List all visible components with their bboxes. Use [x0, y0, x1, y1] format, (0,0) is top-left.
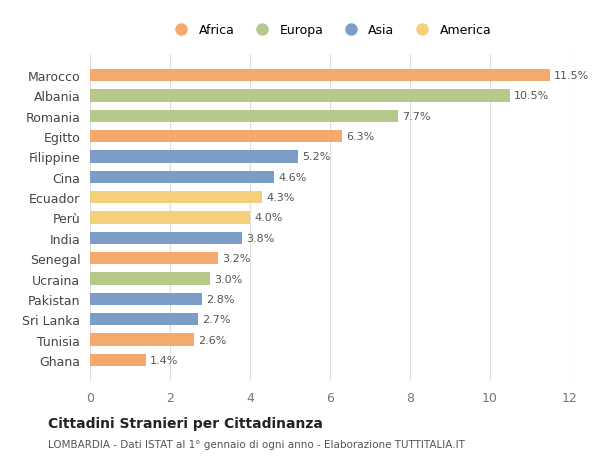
Text: LOMBARDIA - Dati ISTAT al 1° gennaio di ogni anno - Elaborazione TUTTITALIA.IT: LOMBARDIA - Dati ISTAT al 1° gennaio di …	[48, 440, 465, 449]
Text: 2.7%: 2.7%	[202, 314, 230, 325]
Text: 7.7%: 7.7%	[402, 112, 431, 122]
Bar	[90, 151, 298, 163]
Bar	[90, 334, 194, 346]
Text: 3.2%: 3.2%	[222, 254, 250, 263]
Bar	[90, 131, 342, 143]
Bar	[90, 192, 262, 204]
Bar	[90, 212, 250, 224]
Bar	[90, 111, 398, 123]
Bar	[90, 171, 274, 184]
Legend: Africa, Europa, Asia, America: Africa, Europa, Asia, America	[164, 19, 496, 42]
Text: 4.6%: 4.6%	[278, 173, 307, 182]
Text: 2.8%: 2.8%	[206, 294, 235, 304]
Text: 4.0%: 4.0%	[254, 213, 283, 223]
Text: Cittadini Stranieri per Cittadinanza: Cittadini Stranieri per Cittadinanza	[48, 416, 323, 430]
Text: 2.6%: 2.6%	[198, 335, 226, 345]
Text: 6.3%: 6.3%	[346, 132, 374, 142]
Text: 3.0%: 3.0%	[214, 274, 242, 284]
Bar	[90, 232, 242, 244]
Bar	[90, 252, 218, 265]
Text: 1.4%: 1.4%	[150, 355, 178, 365]
Text: 4.3%: 4.3%	[266, 193, 295, 203]
Bar	[90, 293, 202, 305]
Bar	[90, 90, 510, 102]
Text: 3.8%: 3.8%	[246, 233, 274, 243]
Text: 10.5%: 10.5%	[514, 91, 549, 101]
Text: 11.5%: 11.5%	[554, 71, 589, 81]
Text: 5.2%: 5.2%	[302, 152, 331, 162]
Bar	[90, 354, 146, 366]
Bar	[90, 313, 198, 325]
Bar	[90, 273, 210, 285]
Bar	[90, 70, 550, 82]
